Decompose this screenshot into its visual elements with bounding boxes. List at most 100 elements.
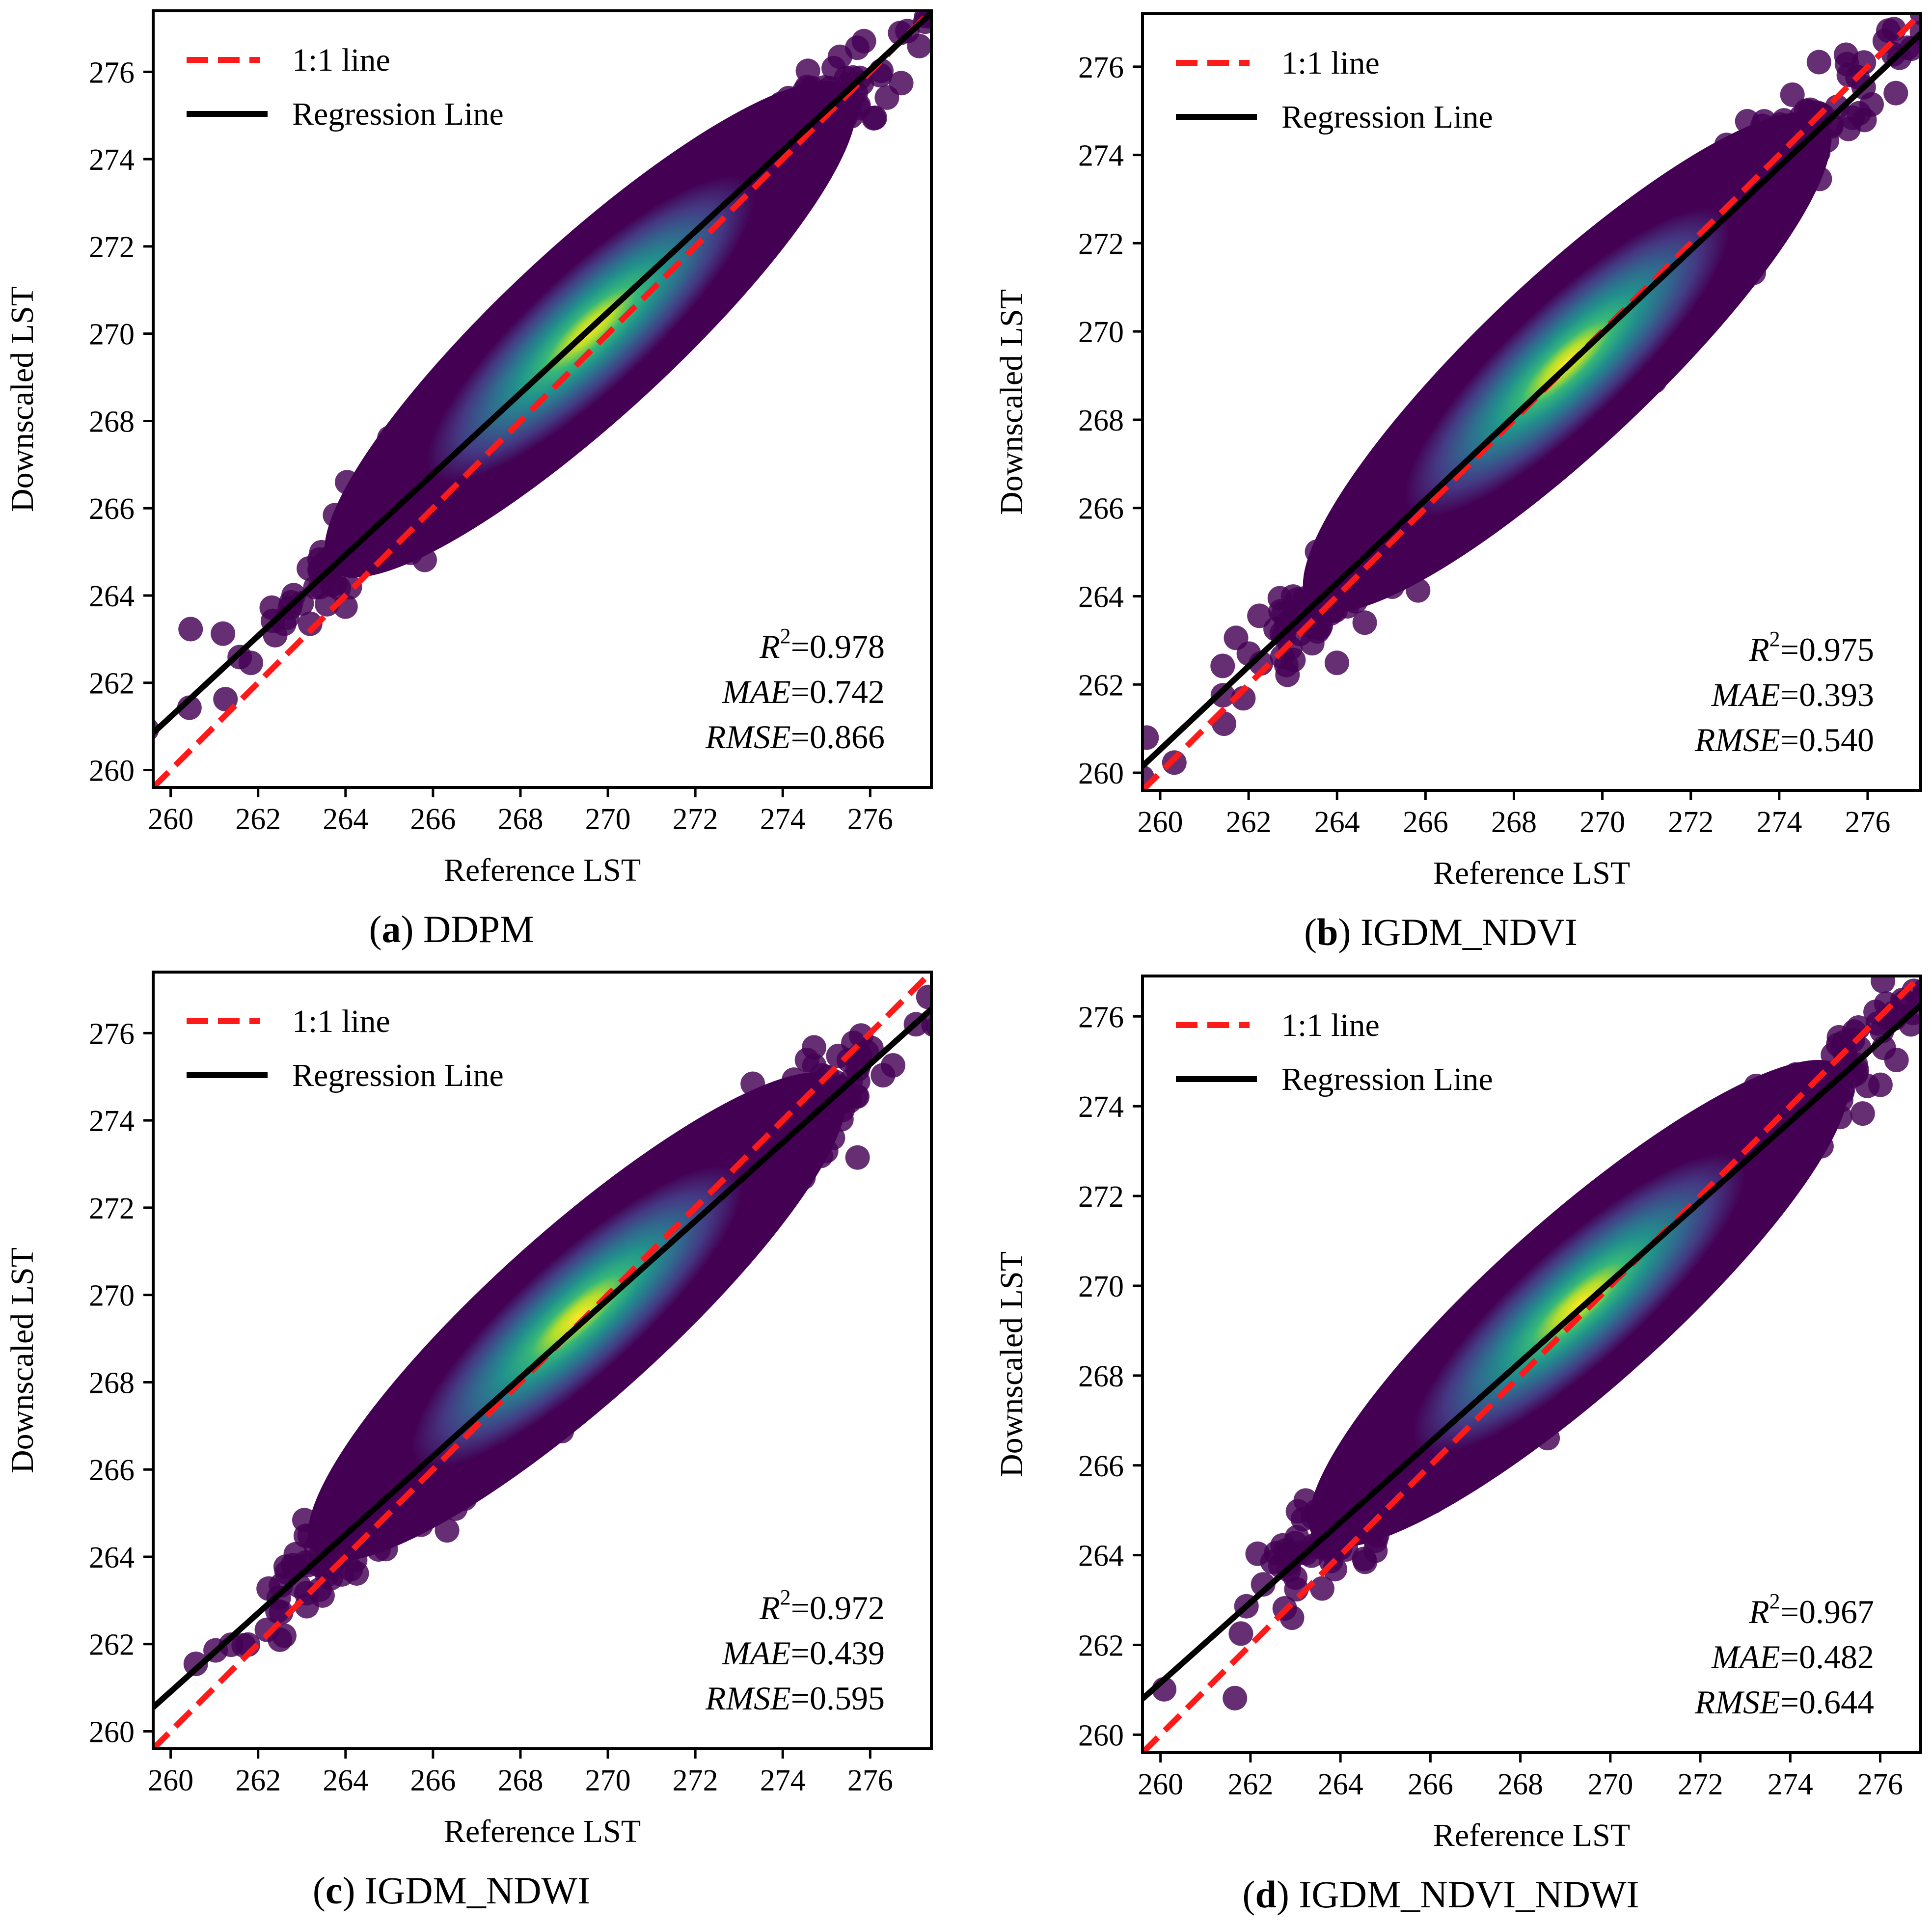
scatter-point (1085, 860, 1109, 884)
metric-mae: MAE=0.742 (722, 673, 885, 710)
metric-rmse: RMSE=0.540 (1694, 721, 1874, 759)
scatter-point (802, 1054, 827, 1079)
x-tick-label: 268 (1491, 806, 1537, 839)
metric-rmse: RMSE=0.866 (705, 718, 885, 756)
y-tick-label: 260 (1078, 757, 1124, 790)
scatter-point (925, 1016, 931, 1037)
x-tick-label: 274 (1756, 806, 1802, 839)
y-tick-label: 260 (89, 754, 135, 787)
metric-mae: MAE=0.393 (1711, 676, 1874, 713)
metric-mae-label: MAE (1711, 676, 1780, 713)
regression-line (153, 11, 931, 735)
metric-rmse-label: RMSE (1694, 721, 1780, 759)
x-tick-label: 272 (1668, 806, 1714, 839)
scatter-point (1883, 81, 1908, 106)
x-tick-label: 270 (1579, 806, 1625, 839)
y-tick-label: 274 (89, 1105, 135, 1138)
x-tick-label: 266 (410, 803, 456, 836)
scatter-point (1836, 62, 1861, 87)
metric-mae-value: =0.742 (791, 673, 885, 710)
x-tick-label: 272 (673, 803, 718, 836)
scatter-point (298, 611, 323, 636)
x-tick-label: 262 (1226, 806, 1272, 839)
scatter-point (435, 1518, 460, 1543)
y-tick-label: 262 (89, 667, 135, 701)
identity-line (153, 11, 931, 787)
plot-area (1143, 976, 1921, 1753)
caption-name: ) IGDM_NDVI (1338, 911, 1577, 953)
caption-name: ) DDPM (401, 908, 534, 950)
scatter-point (1324, 651, 1349, 676)
scatter-point (1224, 625, 1249, 651)
legend-label-regression: Regression Line (292, 1057, 504, 1093)
scatter-point (851, 28, 876, 54)
metric-r2: R2=0.975 (1748, 627, 1874, 668)
metric-rmse-label: RMSE (705, 718, 791, 756)
regression-line (153, 1007, 931, 1710)
y-tick-label: 264 (89, 1541, 135, 1574)
x-tick-label: 266 (1403, 806, 1448, 839)
metrics-annotation: R2=0.978 MAE=0.742 RMSE=0.866 (705, 624, 885, 756)
scatter-point (1247, 603, 1272, 628)
metric-r2-label: R (759, 628, 780, 665)
caption-letter: b (1317, 911, 1338, 953)
metric-rmse: RMSE=0.595 (705, 1680, 885, 1717)
x-tick-label: 264 (323, 803, 368, 836)
legend-label-regression: Regression Line (292, 96, 504, 132)
scatter-point (871, 1063, 896, 1088)
y-tick-label: 262 (1078, 669, 1124, 702)
y-tick-label: 270 (89, 1279, 135, 1313)
scatter-point (1352, 610, 1377, 635)
y-axis-title: Downscaled LST (4, 1247, 40, 1473)
scatter-point (1268, 599, 1293, 624)
density-core (411, 1166, 743, 1468)
caption-paren-open: ( (369, 908, 382, 950)
scatter-point (958, 11, 983, 36)
plot-area (153, 860, 1109, 1749)
x-tick-label: 268 (497, 1764, 543, 1797)
y-tick-label: 270 (89, 318, 135, 352)
legend-label-identity: 1:1 line (292, 1003, 390, 1039)
metric-r2-label: R (759, 1589, 780, 1627)
scatter-point (183, 1652, 208, 1677)
y-tick-label: 276 (89, 1017, 135, 1051)
metric-r2: R2=0.972 (759, 1585, 885, 1627)
panel-caption: (b) IGDM_NDVI (1304, 911, 1578, 953)
y-tick-label: 276 (89, 56, 135, 89)
scatter-point (950, 27, 974, 52)
x-tick-label: 276 (847, 803, 893, 836)
metric-rmse-value: =0.595 (791, 1680, 885, 1717)
metric-r2: R2=0.978 (759, 624, 885, 665)
scatter-point (1274, 652, 1299, 678)
y-tick-label: 264 (1078, 581, 1124, 614)
scatter-point (845, 1145, 870, 1170)
metric-r2-value: =0.978 (791, 628, 885, 665)
scatter-panel-a: 260 262 264 266 268 270 272 274 2762602622642662… (4, 9, 983, 950)
panel-caption: (a) DDPM (369, 908, 534, 950)
y-tick-label: 276 (1078, 51, 1124, 84)
metric-r2-label: R (1748, 631, 1769, 668)
scatter-point (1847, 101, 1872, 126)
caption-name: ) IGDM_NDWI (342, 1869, 590, 1912)
x-tick-label: 262 (235, 803, 281, 836)
caption-paren-open: ( (1304, 911, 1317, 953)
x-tick-label: 264 (323, 1764, 368, 1797)
scatter-point (1806, 50, 1831, 75)
y-tick-label: 260 (89, 1715, 135, 1749)
metric-rmse-value: =0.540 (1780, 721, 1874, 759)
y-tick-label: 266 (89, 1454, 135, 1487)
caption-letter: c (326, 1869, 343, 1912)
scatter-point (861, 106, 886, 131)
metric-mae-label: MAE (722, 1634, 791, 1672)
scatter-point (1876, 18, 1901, 43)
plot-frame (152, 971, 933, 1750)
scatter-point (1929, 0, 1932, 2)
legend-label-identity: 1:1 line (1281, 45, 1380, 81)
x-axis-title: Reference LST (444, 1814, 641, 1849)
x-tick-label: 266 (410, 1764, 456, 1797)
